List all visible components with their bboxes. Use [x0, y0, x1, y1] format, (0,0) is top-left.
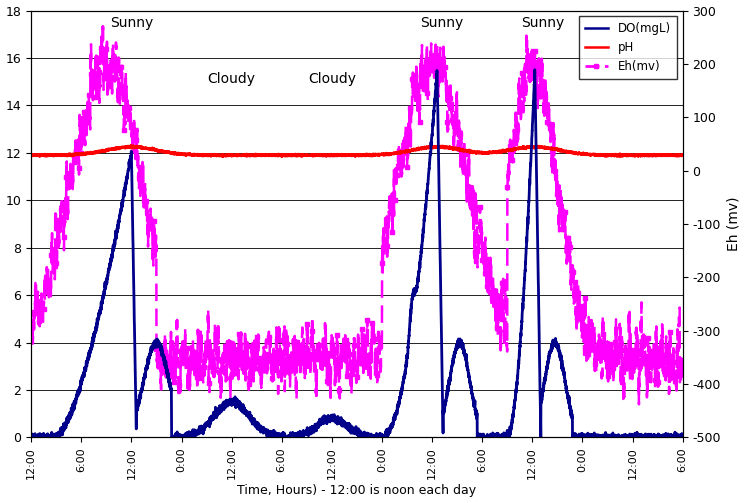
- Text: Sunny: Sunny: [521, 16, 564, 30]
- Text: Sunny: Sunny: [110, 16, 153, 30]
- Text: Cloudy: Cloudy: [308, 72, 356, 87]
- Text: Cloudy: Cloudy: [207, 72, 256, 87]
- X-axis label: Time, Hours) - 12:00 is noon each day: Time, Hours) - 12:00 is noon each day: [237, 484, 477, 497]
- Legend: DO(mgL), pH, Eh(mv): DO(mgL), pH, Eh(mv): [579, 17, 677, 79]
- Y-axis label: Eh (mv): Eh (mv): [727, 197, 741, 251]
- Text: Sunny: Sunny: [421, 16, 464, 30]
